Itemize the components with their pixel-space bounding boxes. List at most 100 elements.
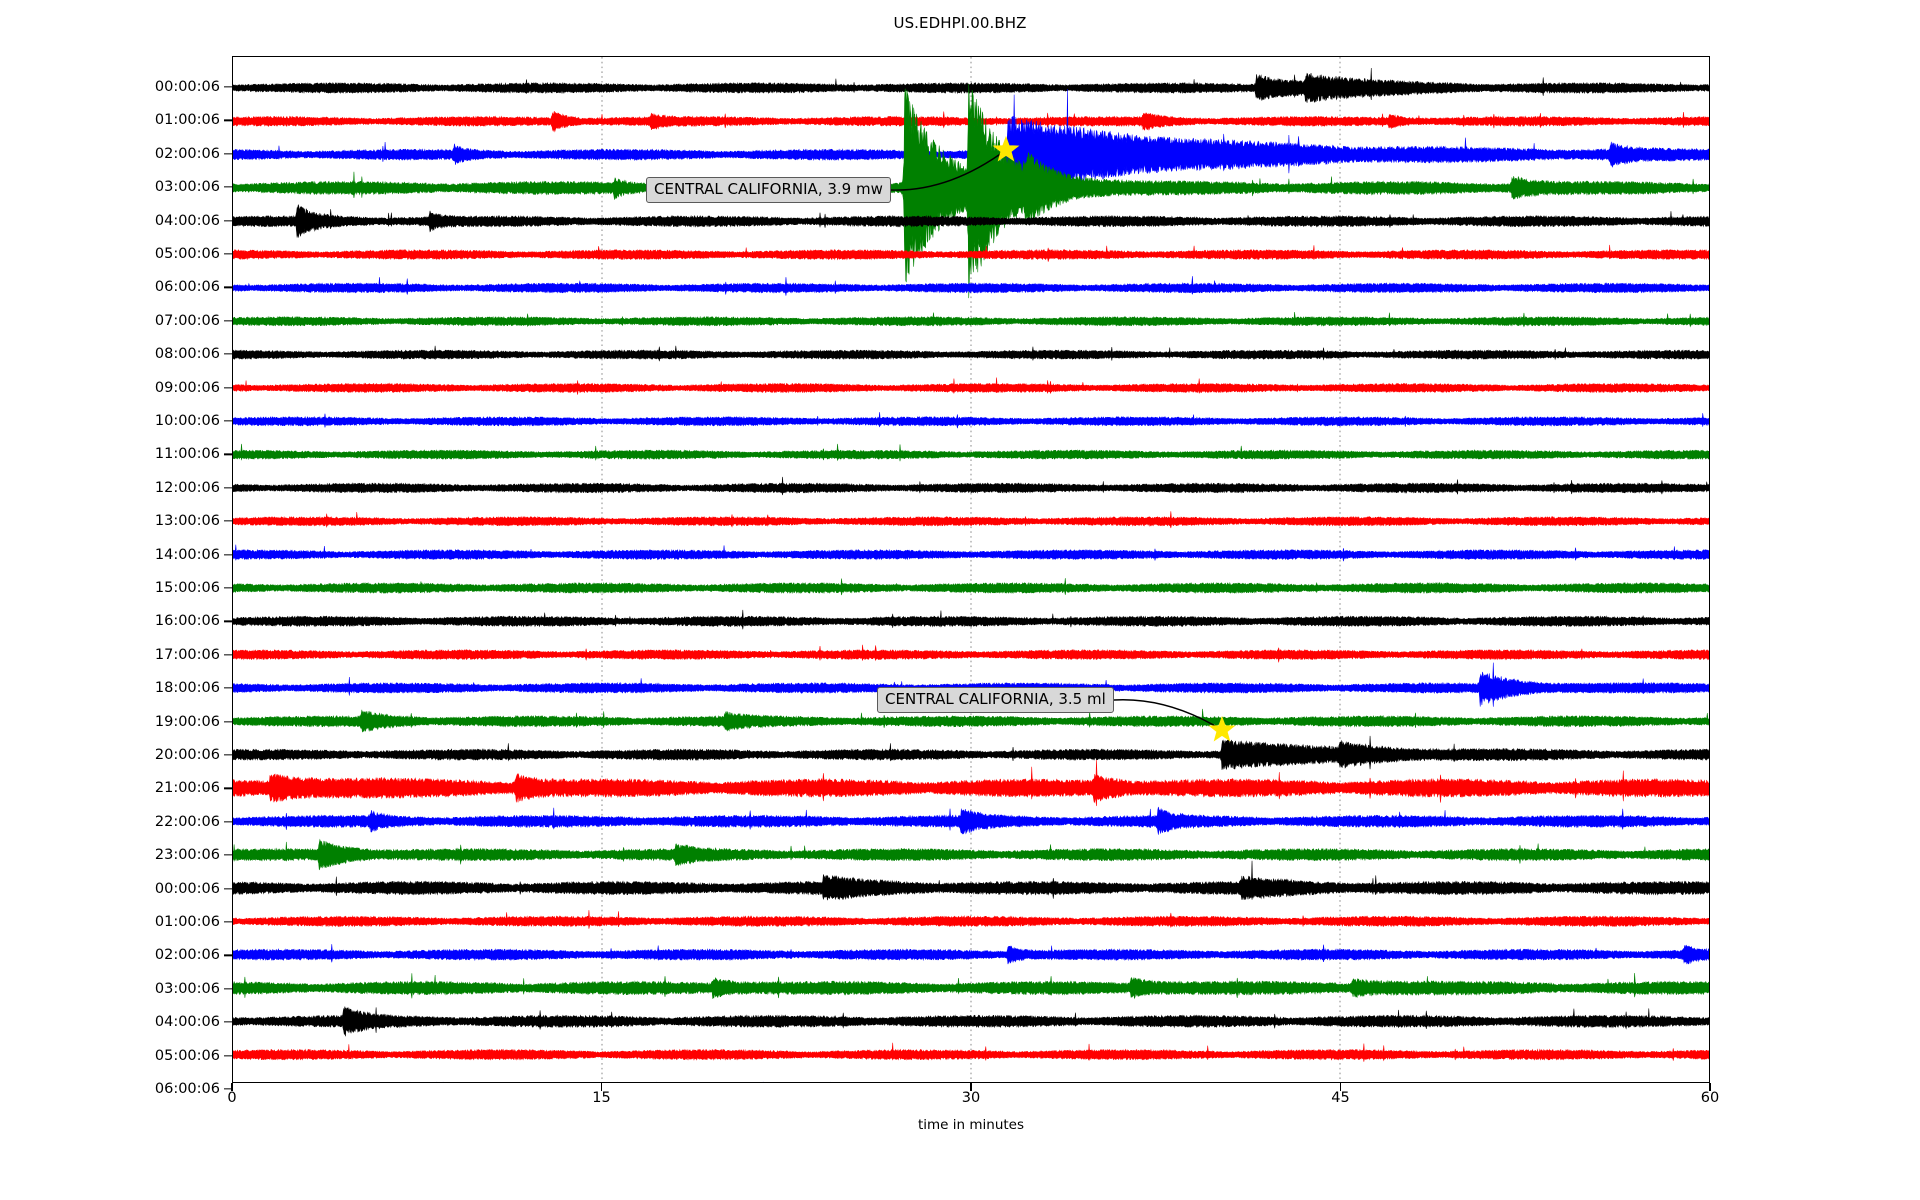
- waveform-trace: [233, 609, 1709, 630]
- y-axis-tick-mark: [224, 654, 232, 656]
- waveform-trace: [233, 944, 1709, 965]
- waveform-trace: [233, 84, 1709, 299]
- waveform-trace: [233, 476, 1709, 496]
- event-annotation-label[interactable]: CENTRAL CALIFORNIA, 3.9 mw: [646, 177, 891, 204]
- waveform-trace: [233, 1042, 1709, 1062]
- x-axis-tick-label: 45: [1331, 1090, 1350, 1106]
- x-axis-tick-mark: [970, 1083, 972, 1091]
- y-axis-tick-mark: [224, 887, 232, 890]
- waveform-trace: [233, 972, 1709, 1000]
- y-axis-tick-mark: [224, 821, 232, 823]
- y-axis-tick-label: 15:00:06: [154, 580, 220, 596]
- waveform-trace: [233, 759, 1709, 807]
- waveform-trace: [233, 910, 1709, 929]
- x-axis-tick-label: 30: [961, 1090, 981, 1106]
- y-axis-tick-mark: [224, 553, 232, 556]
- y-axis-tick-label: 03:00:06: [154, 179, 220, 196]
- y-axis-tick-mark: [224, 954, 232, 957]
- earthquake-star-marker[interactable]: [1208, 715, 1236, 742]
- y-axis-tick-mark: [224, 720, 232, 723]
- waveform-trace: [233, 377, 1709, 395]
- y-axis-tick-label: 23:00:06: [154, 847, 220, 864]
- waveform-trace: [233, 244, 1709, 262]
- y-axis-tick-label: 00:00:06: [154, 880, 220, 897]
- y-axis-tick-label: 00:00:06: [154, 79, 220, 95]
- y-axis-tick-mark: [224, 854, 232, 856]
- y-axis-tick-label: 22:00:06: [154, 813, 220, 830]
- x-axis-tick-mark: [231, 1083, 233, 1091]
- earthquake-star-marker[interactable]: [992, 135, 1020, 162]
- y-axis-tick-label: 11:00:06: [154, 446, 220, 463]
- y-axis-tick-mark: [224, 219, 232, 222]
- x-axis-tick-mark: [600, 1083, 603, 1091]
- y-axis-tick-label: 05:00:06: [154, 1047, 220, 1064]
- y-axis-tick-label: 18:00:06: [154, 680, 220, 697]
- y-axis-tick-label: 04:00:06: [154, 212, 220, 229]
- x-axis-tick-label: 60: [1700, 1090, 1720, 1106]
- y-axis-tick-mark: [224, 253, 232, 255]
- y-axis-tick-label: 20:00:06: [154, 747, 220, 763]
- y-axis-tick-label: 12:00:06: [154, 479, 220, 496]
- y-axis-tick-mark: [224, 453, 232, 456]
- y-axis-tick-label: 09:00:06: [154, 379, 220, 396]
- y-axis-tick-mark: [224, 587, 232, 589]
- waveform-trace: [233, 67, 1709, 103]
- y-axis-tick-mark: [224, 386, 232, 389]
- y-axis-tick-label: 03:00:06: [154, 980, 220, 997]
- waveform-trace: [233, 511, 1709, 529]
- waveform-trace: [233, 578, 1709, 596]
- y-axis-tick-mark: [224, 687, 232, 689]
- waveform-trace: [233, 544, 1709, 562]
- y-axis-tick-label: 10:00:06: [154, 413, 220, 429]
- y-axis-tick-label: 02:00:06: [154, 947, 220, 964]
- y-axis-tick-mark: [224, 186, 232, 188]
- y-axis-tick-label: 06:00:06: [154, 1081, 220, 1097]
- event-annotation-label[interactable]: CENTRAL CALIFORNIA, 3.5 ml: [877, 687, 1114, 714]
- y-axis-tick-mark: [224, 1054, 232, 1057]
- y-axis-tick-mark: [224, 520, 232, 522]
- y-axis-tick-mark: [224, 153, 232, 155]
- y-axis-tick-label: 02:00:06: [154, 145, 220, 162]
- waveform-trace: [233, 204, 1709, 238]
- y-axis-tick-mark: [224, 1021, 232, 1023]
- y-axis-tick-mark: [224, 86, 232, 88]
- y-axis-tick-label: 05:00:06: [154, 246, 220, 262]
- waveform-trace: [233, 276, 1709, 296]
- x-axis-tick-label: 15: [592, 1090, 611, 1106]
- waveform-trace: [233, 412, 1709, 429]
- y-axis-tick-mark: [224, 787, 232, 790]
- y-axis-tick-mark: [224, 420, 232, 422]
- waveform-canvas: [233, 57, 1709, 1082]
- x-axis-tick-label: 0: [227, 1090, 237, 1106]
- y-axis-tick-mark: [224, 754, 232, 756]
- waveform-trace: [233, 806, 1709, 835]
- x-axis-tick-mark: [1709, 1083, 1711, 1091]
- waveform-trace: [233, 443, 1709, 462]
- y-axis-tick-mark: [224, 988, 232, 990]
- waveform-trace: [233, 644, 1709, 663]
- y-axis-tick-label: 16:00:06: [154, 613, 220, 630]
- waveform-trace: [233, 860, 1709, 901]
- y-axis-tick-label: 13:00:06: [154, 513, 220, 530]
- y-axis-tick-label: 06:00:06: [154, 279, 220, 296]
- y-axis-tick-label: 01:00:06: [154, 112, 220, 129]
- y-axis-tick-mark: [224, 320, 232, 322]
- x-axis-tick-mark: [1339, 1083, 1342, 1091]
- plot-area: [232, 56, 1710, 1083]
- waveform-trace: [233, 735, 1709, 770]
- y-axis-tick-label: 08:00:06: [154, 346, 220, 363]
- y-axis-tick-label: 14:00:06: [154, 546, 220, 563]
- x-axis-label: time in minutes: [917, 1117, 1025, 1133]
- y-axis-tick-mark: [224, 921, 232, 923]
- y-axis-tick-label: 04:00:06: [154, 1014, 220, 1031]
- y-axis-tick-mark: [224, 353, 232, 355]
- y-axis-tick-label: 17:00:06: [154, 646, 220, 663]
- waveform-trace: [233, 311, 1709, 328]
- page-title: US.EDHPI.00.BHZ: [893, 14, 1027, 32]
- y-axis-tick-mark: [224, 1088, 232, 1090]
- waveform-trace: [233, 89, 1709, 206]
- y-axis-tick-mark: [224, 286, 232, 289]
- y-axis-tick-label: 07:00:06: [154, 312, 220, 329]
- y-axis-tick-mark: [224, 487, 232, 489]
